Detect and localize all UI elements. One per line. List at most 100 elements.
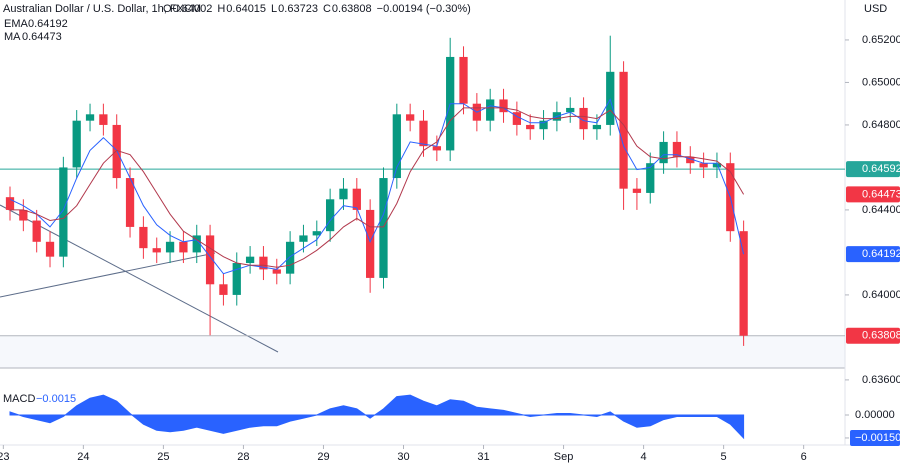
shade <box>0 336 845 368</box>
x-tick-label: 30 <box>397 451 409 463</box>
macd-y-tick-label: −0.00150 <box>855 432 900 444</box>
candle-body <box>19 209 28 221</box>
candle-body <box>379 178 388 278</box>
candle-body <box>526 124 535 130</box>
chart-title: Australian Dollar / U.S. Dollar, 1h, FXC… <box>3 3 201 15</box>
candle-body <box>432 146 441 151</box>
last-price-label: 0.63808 <box>862 330 900 342</box>
quote-value: 0.63808 <box>332 3 372 15</box>
candle-body <box>85 114 95 121</box>
candle-body <box>459 56 468 104</box>
ema-label-box <box>846 246 900 263</box>
quote-label: O <box>163 3 172 15</box>
candle-body <box>72 120 81 168</box>
candle-body <box>712 163 722 168</box>
candle-body <box>419 120 428 147</box>
macd-value: −0.0015 <box>36 393 76 405</box>
price-layer <box>0 35 845 346</box>
quote-value: 0.64015 <box>226 3 266 15</box>
candle-body <box>285 241 295 274</box>
quote-label: L <box>271 3 277 15</box>
x-tick-label: 31 <box>477 451 489 463</box>
candle-body <box>272 269 281 274</box>
x-tick-label: 23 <box>0 451 9 463</box>
last-price-label-box <box>846 327 900 344</box>
x-tick-label: 29 <box>317 451 329 463</box>
ma-label-box <box>846 186 900 203</box>
y-tick-label: 0.64800 <box>862 119 900 131</box>
ema-label: 0.64192 <box>862 248 900 260</box>
candle-body <box>139 226 148 249</box>
candle-body <box>739 231 748 336</box>
level-label-box <box>846 161 900 178</box>
candle-body <box>499 99 508 113</box>
candle-body <box>232 263 241 295</box>
candle-body <box>219 284 228 295</box>
trend-line <box>0 204 279 353</box>
x-tick-label: 6 <box>801 451 807 463</box>
candle-body <box>392 114 401 179</box>
candle-body <box>406 114 415 121</box>
candle-body <box>325 199 335 232</box>
candle-body <box>352 188 361 210</box>
candle-body <box>646 163 655 193</box>
macd-label-box <box>850 429 900 446</box>
x-tick-label: Sep <box>554 451 574 463</box>
candle-body <box>192 235 201 253</box>
currency: USD <box>864 3 887 15</box>
candle-body <box>539 120 548 130</box>
candle-body <box>366 209 375 278</box>
candle-body <box>579 107 588 130</box>
trend-line <box>0 252 216 298</box>
candle-body <box>152 248 161 253</box>
candle-body <box>592 124 602 130</box>
candle-body <box>619 71 628 189</box>
ma-value: 0.64473 <box>22 31 62 43</box>
candle-body <box>632 188 642 193</box>
candle-body <box>339 188 348 200</box>
indicator-line <box>10 107 745 268</box>
ma-label: 0.64473 <box>862 188 900 200</box>
x-tick-label: 25 <box>157 451 169 463</box>
macd-y-tick-label: 0.00000 <box>855 409 895 421</box>
candle-body <box>486 99 495 121</box>
candle-body <box>566 107 575 113</box>
y-tick-label: 0.65200 <box>862 34 900 46</box>
candle-body <box>672 141 682 157</box>
ma-name: MA <box>4 31 21 43</box>
candle-body <box>5 197 15 210</box>
candle-body <box>312 231 321 236</box>
candle-body <box>259 256 268 270</box>
quote-label: H <box>217 3 225 15</box>
candle-body <box>512 112 522 125</box>
candle-body <box>165 241 175 253</box>
candle-body <box>299 235 308 242</box>
y-tick-label: 0.65000 <box>862 76 900 88</box>
candle-body <box>125 178 135 227</box>
indicator-line <box>9 98 745 275</box>
ema-name: EMA <box>4 18 29 30</box>
candle-body <box>686 156 695 164</box>
candle-body <box>99 114 108 125</box>
quote-value: 0.64002 <box>173 3 213 15</box>
quote-value: 0.63723 <box>278 3 318 15</box>
candle-body <box>45 241 55 257</box>
y-tick-label: 0.63600 <box>862 374 900 386</box>
x-tick-label: 4 <box>641 451 647 463</box>
candle-body <box>699 163 708 168</box>
candle-body <box>179 241 188 253</box>
y-tick-label: 0.64000 <box>862 289 900 301</box>
macd-area <box>9 394 745 440</box>
y-tick-label: 0.64400 <box>862 204 900 216</box>
x-tick-label: 28 <box>237 451 249 463</box>
level-label: 0.64592 <box>862 163 900 175</box>
x-tick-label: 5 <box>721 451 727 463</box>
x-tick-label: 24 <box>77 451 89 463</box>
candle-body <box>205 235 215 285</box>
quote-label: C <box>323 3 331 15</box>
candle-body <box>245 256 255 264</box>
candle-body <box>59 167 68 257</box>
candle-body <box>32 220 41 242</box>
candle-body <box>659 141 668 164</box>
